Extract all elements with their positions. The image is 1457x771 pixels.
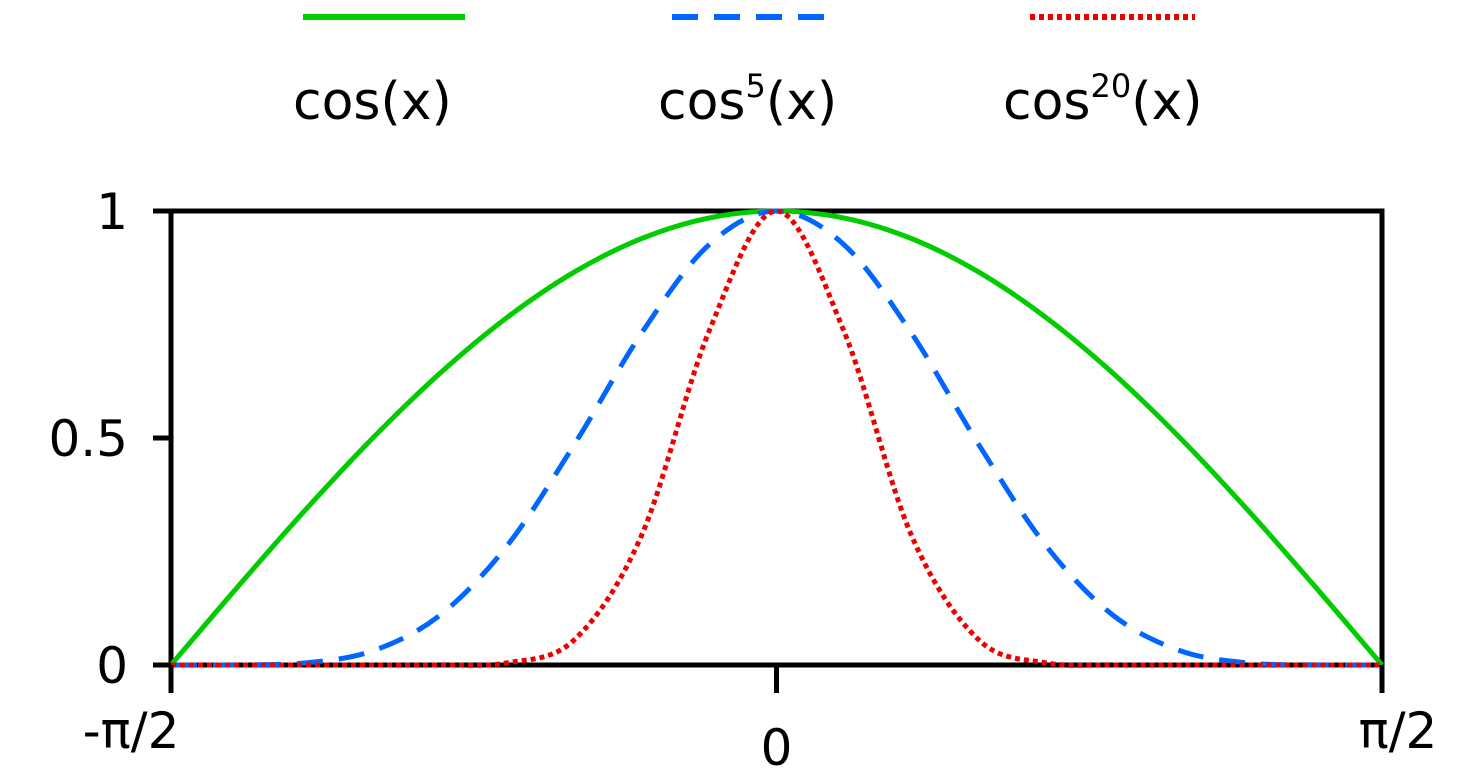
- y-tick-label-1: 0.5: [48, 410, 128, 468]
- axes: -π/2 0 π/2 0 0.5 1: [48, 183, 1437, 771]
- series-layer: [169, 208, 1384, 668]
- legend-label-exp-2: 20: [1091, 67, 1132, 105]
- series-line-1: [170, 208, 1383, 668]
- series-line-0: [169, 208, 1384, 667]
- legend-label-exp-1: 5: [746, 67, 766, 105]
- legend-label-arg-2: (x): [1131, 72, 1202, 132]
- series-line-2: [171, 208, 1382, 668]
- legend-label-arg-0: (x): [381, 72, 452, 132]
- legend-label-base-2: cos: [1003, 72, 1091, 132]
- legend-label-1: cos5(x): [658, 67, 837, 132]
- legend-label-2: cos20(x): [1003, 67, 1203, 132]
- plot-area: [168, 208, 1385, 668]
- x-tick-label-0: -π/2: [83, 702, 180, 760]
- y-tick-label-0: 0: [96, 637, 128, 695]
- legend-label-base-0: cos: [293, 72, 381, 132]
- y-tick-label-2: 1: [96, 183, 128, 241]
- legend-label-0: cos(x): [293, 72, 452, 132]
- x-tick-label-2: π/2: [1359, 702, 1438, 760]
- x-tick-label-1: 0: [761, 719, 793, 771]
- plot-frame: [168, 208, 1385, 668]
- legend-label-arg-1: (x): [766, 72, 837, 132]
- legend-label-base-1: cos: [658, 72, 746, 132]
- legend: cos(x) cos5(x) cos20(x): [293, 14, 1203, 132]
